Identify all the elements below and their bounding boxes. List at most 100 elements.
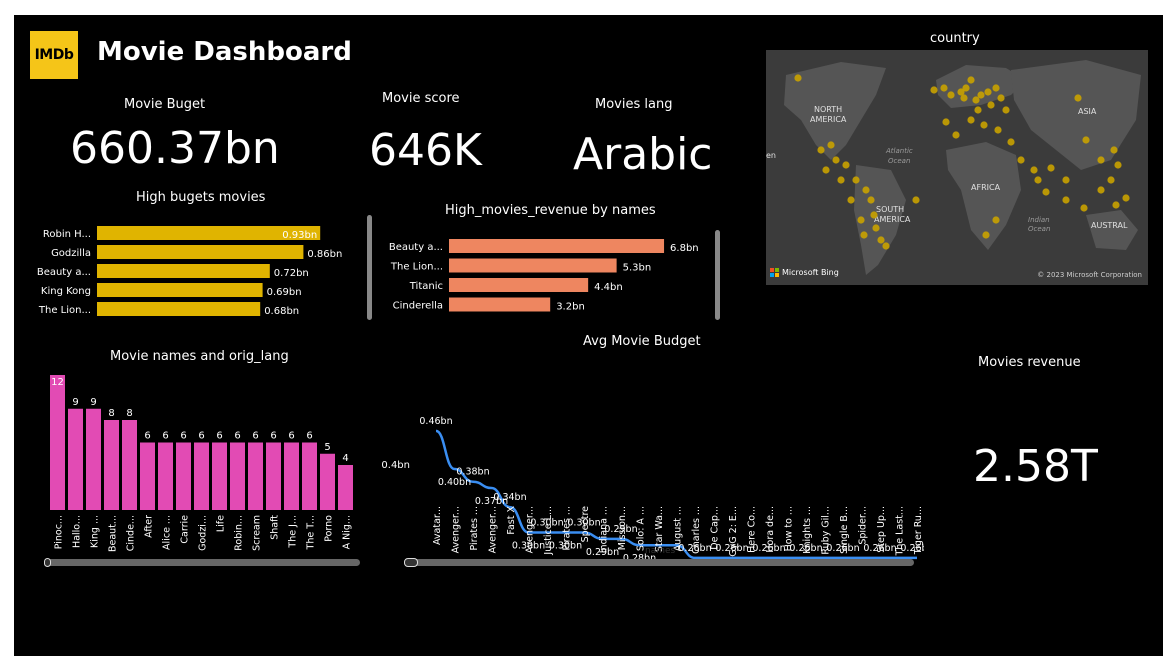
avg-budget-hscroll[interactable] xyxy=(404,558,914,567)
orig-lang-value: 12 xyxy=(51,377,64,388)
orig-lang-bar xyxy=(230,442,245,510)
avg-budget-category: Knights ... xyxy=(802,506,813,554)
orig-lang-bar xyxy=(176,442,191,510)
high-budgets-value: 0.72bn xyxy=(274,268,309,279)
high-revenue-title: High_movies_revenue by names xyxy=(445,203,656,218)
avg-budget-hscroll-thumb[interactable] xyxy=(404,558,418,567)
map-label: ASIA xyxy=(1078,107,1097,116)
avg-budget-point-label: 0.30bn xyxy=(530,518,563,529)
avg-budget-point-label: 0.30bn xyxy=(549,541,582,552)
high-revenue-bar xyxy=(449,297,551,312)
country-marker xyxy=(947,91,955,99)
country-marker xyxy=(1110,146,1118,154)
page-title: Movie Dashboard xyxy=(97,37,352,67)
country-marker xyxy=(1017,156,1025,164)
orig-lang-category: The T... xyxy=(306,515,317,550)
country-marker xyxy=(1097,156,1105,164)
avg-budget-category: Avenger... xyxy=(488,506,499,553)
avg-budget-point-label: 0.29bn xyxy=(604,524,637,535)
high-budgets-bar xyxy=(97,245,304,259)
high-revenue-scrollbar[interactable] xyxy=(715,230,720,320)
orig-lang-value: 9 xyxy=(90,397,96,408)
country-marker xyxy=(974,106,982,114)
orig-lang-hscroll-thumb[interactable] xyxy=(44,558,51,567)
avg-budget-category: De Cap... xyxy=(710,506,721,550)
country-marker xyxy=(1030,166,1038,174)
country-marker xyxy=(872,224,880,232)
high-revenue-category: Cinderella xyxy=(393,301,443,312)
kpi-revenue-label: Movies revenue xyxy=(978,355,1081,370)
land-north-america xyxy=(784,62,886,160)
country-marker xyxy=(1042,188,1050,196)
country-marker xyxy=(860,231,868,239)
orig-lang-value: 4 xyxy=(342,453,348,464)
orig-lang-hscroll[interactable] xyxy=(44,558,360,567)
high-revenue-category: Beauty a... xyxy=(389,242,443,253)
country-marker xyxy=(822,166,830,174)
orig-lang-bar xyxy=(122,420,137,510)
country-marker xyxy=(1122,194,1130,202)
orig-lang-chart[interactable]: 12 Pinoc... 9 Hallo... 9 King ... 8 Beaut... 8 Ci… xyxy=(46,375,364,557)
avg-budget-category: Pirates ... xyxy=(469,506,480,551)
high-revenue-bar xyxy=(449,258,617,273)
avg-budget-title: Avg Movie Budget xyxy=(583,334,701,349)
microsoft-logo-icon xyxy=(770,268,779,277)
high-budgets-scrollbar[interactable] xyxy=(367,215,372,320)
high-budgets-value: 0.86bn xyxy=(307,249,342,260)
country-marker xyxy=(912,196,920,204)
orig-lang-value: 6 xyxy=(252,431,258,442)
orig-lang-bar xyxy=(68,408,83,510)
orig-lang-category: After xyxy=(144,515,155,538)
country-marker xyxy=(1097,186,1105,194)
country-marker xyxy=(977,91,985,99)
country-map[interactable]: NORTH AMERICA Atlantic Ocean AFRICA SOUTH AMER… xyxy=(766,50,1148,285)
avg-budget-point-label: 0.30bn xyxy=(512,541,545,552)
orig-lang-bar xyxy=(158,442,173,510)
avg-budget-category: Tiger Ru... xyxy=(913,506,924,555)
map-copyright: © 2023 Microsoft Corporation xyxy=(1037,271,1142,279)
orig-lang-bar xyxy=(86,408,101,510)
avg-budget-point-label: 0.26bn xyxy=(863,543,896,554)
high-budgets-value: 0.69bn xyxy=(267,287,302,298)
orig-lang-bar xyxy=(50,375,65,510)
country-marker xyxy=(847,196,855,204)
avg-budget-category: Spider... xyxy=(858,506,869,545)
map-label: AFRICA xyxy=(971,183,1001,192)
high-budgets-bar xyxy=(97,302,261,316)
avg-budget-category: Fast X xyxy=(506,506,517,535)
high-budgets-bar xyxy=(97,283,263,297)
country-marker xyxy=(942,118,950,126)
orig-lang-value: 6 xyxy=(198,431,204,442)
orig-lang-category: Scream xyxy=(252,515,263,551)
orig-lang-category: Alice ... xyxy=(162,515,173,550)
orig-lang-value: 6 xyxy=(180,431,186,442)
land-australia xyxy=(1086,210,1138,250)
kpi-score-value: 646K xyxy=(369,125,482,176)
country-marker xyxy=(972,96,980,104)
avg-budget-point-label: 0.34bn xyxy=(493,492,526,503)
high-budgets-category: Beauty a... xyxy=(37,267,91,278)
orig-lang-category: Godzi... xyxy=(198,515,209,551)
orig-lang-value: 6 xyxy=(162,431,168,442)
kpi-score-label: Movie score xyxy=(382,91,460,106)
avg-budget-chart[interactable]: 0.4bn0.2bn0.46bn0.40bn0.38bn0.37bn0.34bn… xyxy=(364,355,924,565)
orig-lang-category: A Nig... xyxy=(342,515,353,549)
country-marker xyxy=(997,94,1005,102)
avg-budget-category: Ruby Gil... xyxy=(821,506,832,555)
orig-lang-value: 8 xyxy=(126,408,132,419)
high-budgets-chart[interactable]: Robin H... 0.93bn Godzilla 0.86bn Beauty a..… xyxy=(34,220,359,320)
orig-lang-title: Movie names and orig_lang xyxy=(110,349,289,364)
country-marker xyxy=(992,216,1000,224)
country-marker xyxy=(1034,176,1042,184)
avg-budget-category: Here Co... xyxy=(747,506,758,553)
avg-budget-category: Solo: A ... xyxy=(636,506,647,551)
map-labels: NORTHAMERICAAtlanticOceanAFRICASOUTHAMER… xyxy=(766,105,1128,233)
high-budgets-value: 0.93bn xyxy=(282,230,317,241)
high-revenue-chart[interactable]: Beauty a... 6.8bn The Lion... 5.3bn Titanic 4… xyxy=(384,235,714,315)
high-budgets-category: King Kong xyxy=(41,286,91,297)
country-marker xyxy=(1082,136,1090,144)
avg-budget-point-label: 0.29bn xyxy=(586,547,619,558)
orig-lang-value: 6 xyxy=(216,431,222,442)
country-marker xyxy=(1114,161,1122,169)
avg-budget-point-label: 0.37bn xyxy=(475,496,508,507)
